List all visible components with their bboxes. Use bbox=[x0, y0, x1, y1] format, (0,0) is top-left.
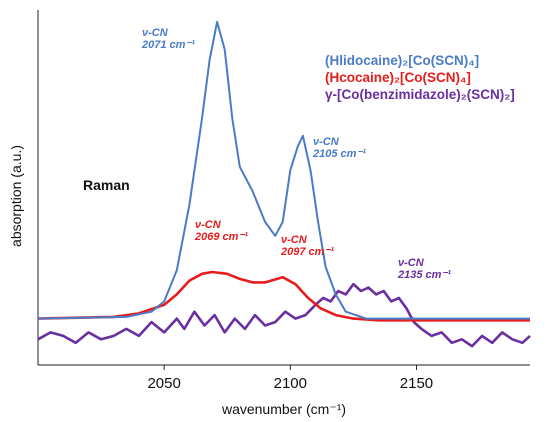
annotation-1-label: ν-CN bbox=[313, 136, 340, 148]
annotation-2-value: 2069 cm⁻¹ bbox=[194, 231, 248, 243]
legend-entry-2: γ-[Co(benzimidazole)₂(SCN)₂] bbox=[325, 87, 515, 102]
x-tick-label-0: 2050 bbox=[147, 375, 180, 392]
legend-entry-1: (Hcocaine)₂[Co(SCN)₄] bbox=[325, 70, 471, 85]
annotation-3-value: 2097 cm⁻¹ bbox=[280, 246, 334, 258]
annotation-1-value: 2105 cm⁻¹ bbox=[312, 148, 366, 160]
x-tick-label-2: 2150 bbox=[400, 375, 433, 392]
axes bbox=[37, 10, 530, 366]
legend: (Hlidocaine)₂[Co(SCN)₄] (Hcocaine)₂[Co(S… bbox=[325, 53, 515, 102]
x-tick-label-1: 2100 bbox=[274, 375, 307, 392]
annotation-4-value: 2135 cm⁻¹ bbox=[397, 269, 451, 281]
annotations: ν-CN 2071 cm⁻¹ ν-CN 2105 cm⁻¹ ν-CN 2069 … bbox=[141, 27, 451, 281]
series-line-2 bbox=[37, 282, 531, 348]
series-lines bbox=[37, 20, 531, 348]
x-ticks: 2050 2100 2150 bbox=[147, 365, 433, 392]
annotation-3-label: ν-CN bbox=[281, 234, 308, 246]
mode-label: Raman bbox=[83, 177, 130, 193]
x-axis-title: wavenumber (cm⁻¹) bbox=[221, 401, 346, 417]
annotation-0-label: ν-CN bbox=[142, 27, 169, 39]
legend-entry-0: (Hlidocaine)₂[Co(SCN)₄] bbox=[325, 53, 479, 68]
annotation-4-label: ν-CN bbox=[398, 257, 425, 269]
series-line-1 bbox=[37, 270, 530, 322]
annotation-0-value: 2071 cm⁻¹ bbox=[141, 39, 195, 51]
annotation-2-label: ν-CN bbox=[195, 219, 222, 231]
series-line-0 bbox=[37, 20, 530, 320]
y-axis-title: absorption (a.u.) bbox=[8, 145, 24, 247]
